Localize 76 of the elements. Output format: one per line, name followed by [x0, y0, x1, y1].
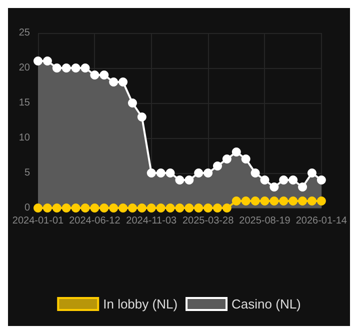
x-tick-label: 2025-08-19 — [239, 216, 291, 226]
point — [194, 168, 204, 178]
point — [90, 204, 100, 212]
point — [166, 168, 175, 178]
legend-label: In lobby (NL) — [103, 296, 178, 312]
point — [42, 56, 52, 66]
point — [279, 196, 288, 206]
point — [62, 64, 71, 72]
point — [232, 148, 241, 156]
point — [146, 204, 156, 212]
point — [52, 64, 62, 72]
point — [213, 162, 222, 170]
point — [90, 70, 100, 80]
point — [128, 204, 137, 212]
point — [298, 182, 308, 192]
point — [250, 168, 260, 178]
point — [194, 204, 204, 212]
point — [34, 204, 42, 212]
point — [109, 78, 118, 86]
point — [288, 196, 298, 206]
y-tick-label: 20 — [18, 62, 30, 74]
point — [42, 204, 52, 212]
x-tick-label: 2024-11-03 — [126, 216, 178, 226]
point — [80, 204, 90, 212]
y-tick-label: 15 — [18, 98, 30, 108]
point — [316, 176, 326, 184]
x-tick-label: 2025-03-28 — [182, 216, 234, 226]
y-tick-label: 0 — [24, 202, 30, 214]
point — [222, 154, 232, 164]
x-tick-label: 2026-01-14 — [296, 216, 348, 226]
point — [316, 196, 326, 206]
point — [241, 196, 250, 206]
point — [34, 56, 42, 66]
x-tick-label: 2024-01-01 — [12, 216, 64, 226]
point — [156, 204, 166, 212]
y-tick-label: 5 — [24, 168, 30, 178]
point — [100, 70, 109, 80]
point — [100, 204, 109, 212]
point — [279, 176, 288, 184]
point — [175, 176, 184, 184]
point — [232, 196, 241, 206]
point — [71, 204, 80, 212]
point — [118, 204, 128, 212]
point — [71, 64, 80, 72]
point — [118, 78, 128, 86]
point — [241, 154, 250, 164]
point — [288, 176, 298, 184]
point — [137, 112, 146, 122]
point — [270, 182, 279, 192]
y-tick-label: 10 — [18, 132, 30, 144]
point — [270, 196, 279, 206]
point — [156, 168, 166, 178]
point — [260, 176, 270, 184]
point — [307, 196, 316, 206]
point — [184, 176, 194, 184]
legend-label: Casino (NL) — [232, 296, 301, 312]
point — [137, 204, 146, 212]
x-tick-label: 2024-06-12 — [69, 216, 121, 226]
point — [146, 168, 156, 178]
point — [128, 98, 137, 108]
point — [184, 204, 194, 212]
point — [250, 196, 260, 206]
point — [260, 196, 270, 206]
point — [298, 196, 308, 206]
point — [307, 168, 316, 178]
point — [222, 204, 232, 212]
point — [109, 204, 118, 212]
point — [204, 204, 213, 212]
point — [204, 168, 213, 178]
point — [166, 204, 175, 212]
point — [52, 204, 62, 212]
y-tick-label: 25 — [18, 28, 30, 38]
point — [62, 204, 71, 212]
point — [80, 64, 90, 72]
point — [175, 204, 184, 212]
point — [213, 204, 222, 212]
